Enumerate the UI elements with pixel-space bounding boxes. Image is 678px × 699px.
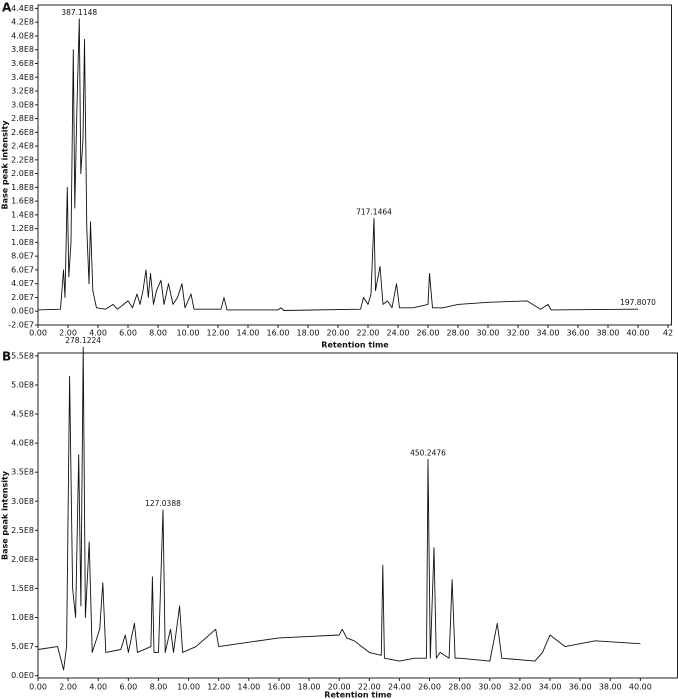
- x-tick-label: 34.00: [537, 329, 560, 338]
- y-tick-label: 3.6E8: [11, 59, 34, 68]
- x-tick-label: 32.00: [507, 329, 530, 338]
- x-tick-label: 30.00: [477, 329, 500, 338]
- y-tick-label: -2.0E7: [8, 321, 34, 330]
- y-tick-label: 2.2E8: [11, 155, 34, 164]
- peak-annotation: 278.1224: [65, 336, 101, 345]
- panel: B Base peak intensity Retention time 0.0E0 5…: [1, 336, 678, 699]
- panel: A Base peak intensity Retention time -2.0E7…: [1, 1, 674, 350]
- y-tick-label: 3.5E8: [11, 468, 34, 477]
- peak-annotation: 387.1148: [61, 8, 97, 17]
- x-tick-label: 28.00: [447, 329, 470, 338]
- panel-label: A: [2, 1, 12, 15]
- y-tick-label: 1.5E8: [11, 584, 34, 593]
- plot-frame: [37, 352, 678, 679]
- y-tick-label: 3.0E8: [11, 497, 34, 506]
- x-tick-label: 40.00: [627, 329, 650, 338]
- peak-annotation: 717.1464: [356, 207, 392, 216]
- x-tick-label: 20.00: [328, 683, 351, 692]
- x-tick-label: 28.00: [448, 683, 471, 692]
- x-tick-label: 40.00: [629, 683, 652, 692]
- x-tick-label: 26.00: [418, 683, 441, 692]
- y-tick-label: 1.4E8: [11, 210, 34, 219]
- x-tick-label: 22.00: [357, 329, 380, 338]
- x-tick-label: 42: [663, 329, 673, 338]
- y-tick-label: 4.0E7: [11, 279, 34, 288]
- peak-annotation: 197.8070: [620, 298, 656, 307]
- x-tick-label: 12.00: [207, 683, 230, 692]
- panel-label: B: [2, 350, 11, 364]
- x-tick-label: 38.00: [599, 683, 622, 692]
- x-tick-label: 12.00: [207, 329, 230, 338]
- x-tick-label: 34.00: [539, 683, 562, 692]
- x-axis-title: Retention time: [321, 341, 389, 350]
- x-tick-label: 2.00: [59, 329, 77, 338]
- x-tick-label: 4.00: [89, 329, 107, 338]
- y-tick-label: 1.6E8: [11, 197, 34, 206]
- y-tick-label: 1.8E8: [11, 183, 34, 192]
- trace: [37, 18, 639, 311]
- y-tick-label: 0.0E0: [11, 671, 34, 680]
- y-tick-label: 2.0E7: [11, 293, 34, 302]
- x-tick-label: 36.00: [567, 329, 590, 338]
- x-tick-label: 30.00: [478, 683, 501, 692]
- x-tick-label: 6.00: [119, 683, 137, 692]
- y-tick-label: 2.5E8: [11, 526, 34, 535]
- x-tick-label: 14.00: [237, 329, 260, 338]
- y-tick-label: 0.0E0: [11, 307, 34, 316]
- y-tick-label: 4.2E8: [11, 18, 34, 27]
- y-tick-label: 4.0E8: [11, 31, 34, 40]
- x-tick-label: 0.00: [29, 329, 47, 338]
- x-tick-label: 2.00: [59, 683, 77, 692]
- y-tick-label: 2.6E8: [11, 128, 34, 137]
- x-tick-label: 36.00: [569, 683, 592, 692]
- x-axis-title: Retention time: [324, 691, 392, 699]
- y-tick-label: 5.5E8: [11, 351, 34, 360]
- x-tick-label: 24.00: [387, 329, 410, 338]
- x-tick-label: 10.00: [177, 329, 200, 338]
- plot-frame: [37, 4, 672, 326]
- x-tick-label: 0.00: [29, 683, 47, 692]
- x-tick-label: 26.00: [417, 329, 440, 338]
- x-tick-label: 18.00: [297, 329, 320, 338]
- y-tick-label: 3.2E8: [11, 87, 34, 96]
- x-tick-label: 16.00: [267, 683, 290, 692]
- y-tick-label: 3.4E8: [11, 73, 34, 82]
- y-tick-label: 3.8E8: [11, 45, 34, 54]
- y-tick-label: 4.5E8: [11, 410, 34, 419]
- x-tick-label: 4.00: [89, 683, 107, 692]
- x-tick-label: 6.00: [119, 329, 137, 338]
- x-tick-label: 16.00: [267, 329, 290, 338]
- x-tick-label: 22.00: [358, 683, 381, 692]
- x-tick-label: 18.00: [298, 683, 321, 692]
- x-tick-label: 38.00: [597, 329, 620, 338]
- x-tick-label: 14.00: [237, 683, 260, 692]
- x-tick-label: 8.00: [150, 683, 168, 692]
- x-tick-label: 24.00: [388, 683, 411, 692]
- y-tick-label: 2.0E8: [11, 555, 34, 564]
- peak-annotation: 450.2476: [410, 448, 446, 457]
- y-tick-label: 1.0E8: [11, 238, 34, 247]
- y-axis-title: Base peak intensity: [1, 120, 10, 210]
- y-tick-label: 2.0E8: [11, 169, 34, 178]
- x-tick-label: 32.00: [508, 683, 531, 692]
- y-tick-label: 2.4E8: [11, 142, 34, 151]
- trace: [37, 346, 641, 671]
- x-tick-label: 10.00: [177, 683, 200, 692]
- y-tick-label: 4.0E8: [11, 439, 34, 448]
- x-tick-label: 20.00: [327, 329, 350, 338]
- y-tick-label: 1.0E8: [11, 613, 34, 622]
- peak-annotation: 127.0388: [145, 499, 181, 508]
- y-axis-title: Base peak intensity: [1, 470, 10, 560]
- y-tick-label: 5.0E8: [11, 380, 34, 389]
- y-tick-label: 1.2E8: [11, 224, 34, 233]
- x-tick-label: 8.00: [149, 329, 167, 338]
- y-tick-label: 6.0E7: [11, 265, 34, 274]
- y-tick-label: 4.4E8: [11, 4, 34, 13]
- y-tick-label: 2.8E8: [11, 114, 34, 123]
- y-tick-label: 3.0E8: [11, 100, 34, 109]
- y-tick-label: 8.0E7: [11, 252, 34, 261]
- y-tick-label: 5.0E7: [11, 642, 34, 651]
